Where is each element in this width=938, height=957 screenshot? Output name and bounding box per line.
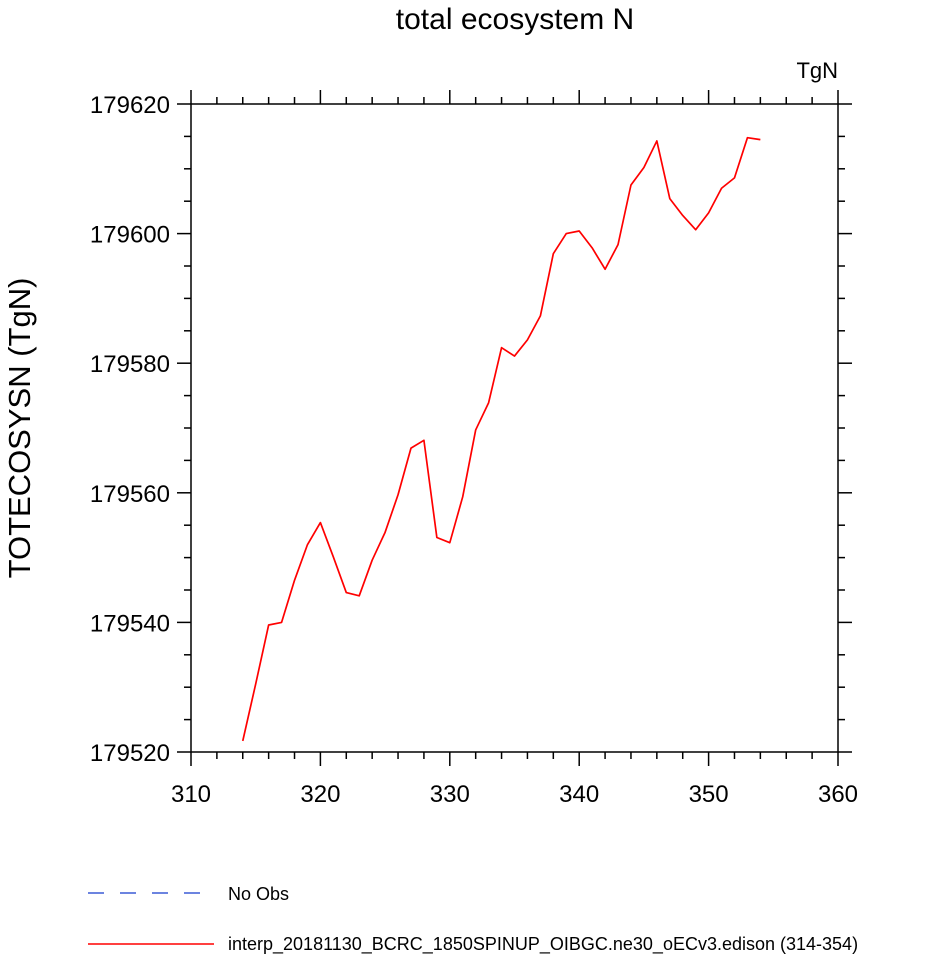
legend: No Obs interp_20181130_BCRC_1850SPINUP_O… xyxy=(88,884,858,955)
legend-label-model-run: interp_20181130_BCRC_1850SPINUP_OIBGC.ne… xyxy=(228,934,858,955)
x-tick-label: 360 xyxy=(818,781,858,808)
x-tick-label: 340 xyxy=(559,781,599,808)
units-label: TgN xyxy=(796,58,838,83)
chart-title: total ecosystem N xyxy=(396,3,634,36)
legend-label-no-obs: No Obs xyxy=(228,884,289,904)
axis-ticks xyxy=(177,90,852,766)
plot-frame xyxy=(190,103,839,753)
series-line-1 xyxy=(241,136,761,742)
y-tick-label: 179520 xyxy=(90,740,170,767)
y-axis-label: TOTECOSYSN (TgN) xyxy=(2,278,37,579)
tick-labels: 310 320 330 340 350 360 179520 179540 179560 1795… xyxy=(90,92,858,808)
x-tick-label: 320 xyxy=(300,781,340,808)
y-tick-label: 179540 xyxy=(90,610,170,637)
x-tick-label: 350 xyxy=(689,781,729,808)
x-tick-label: 330 xyxy=(430,781,470,808)
y-tick-label: 179620 xyxy=(90,92,170,119)
y-tick-label: 179600 xyxy=(90,222,170,249)
y-tick-label: 179560 xyxy=(90,481,170,508)
series-layer xyxy=(241,136,761,742)
x-tick-label: 310 xyxy=(171,781,211,808)
y-tick-label: 179580 xyxy=(90,351,170,378)
